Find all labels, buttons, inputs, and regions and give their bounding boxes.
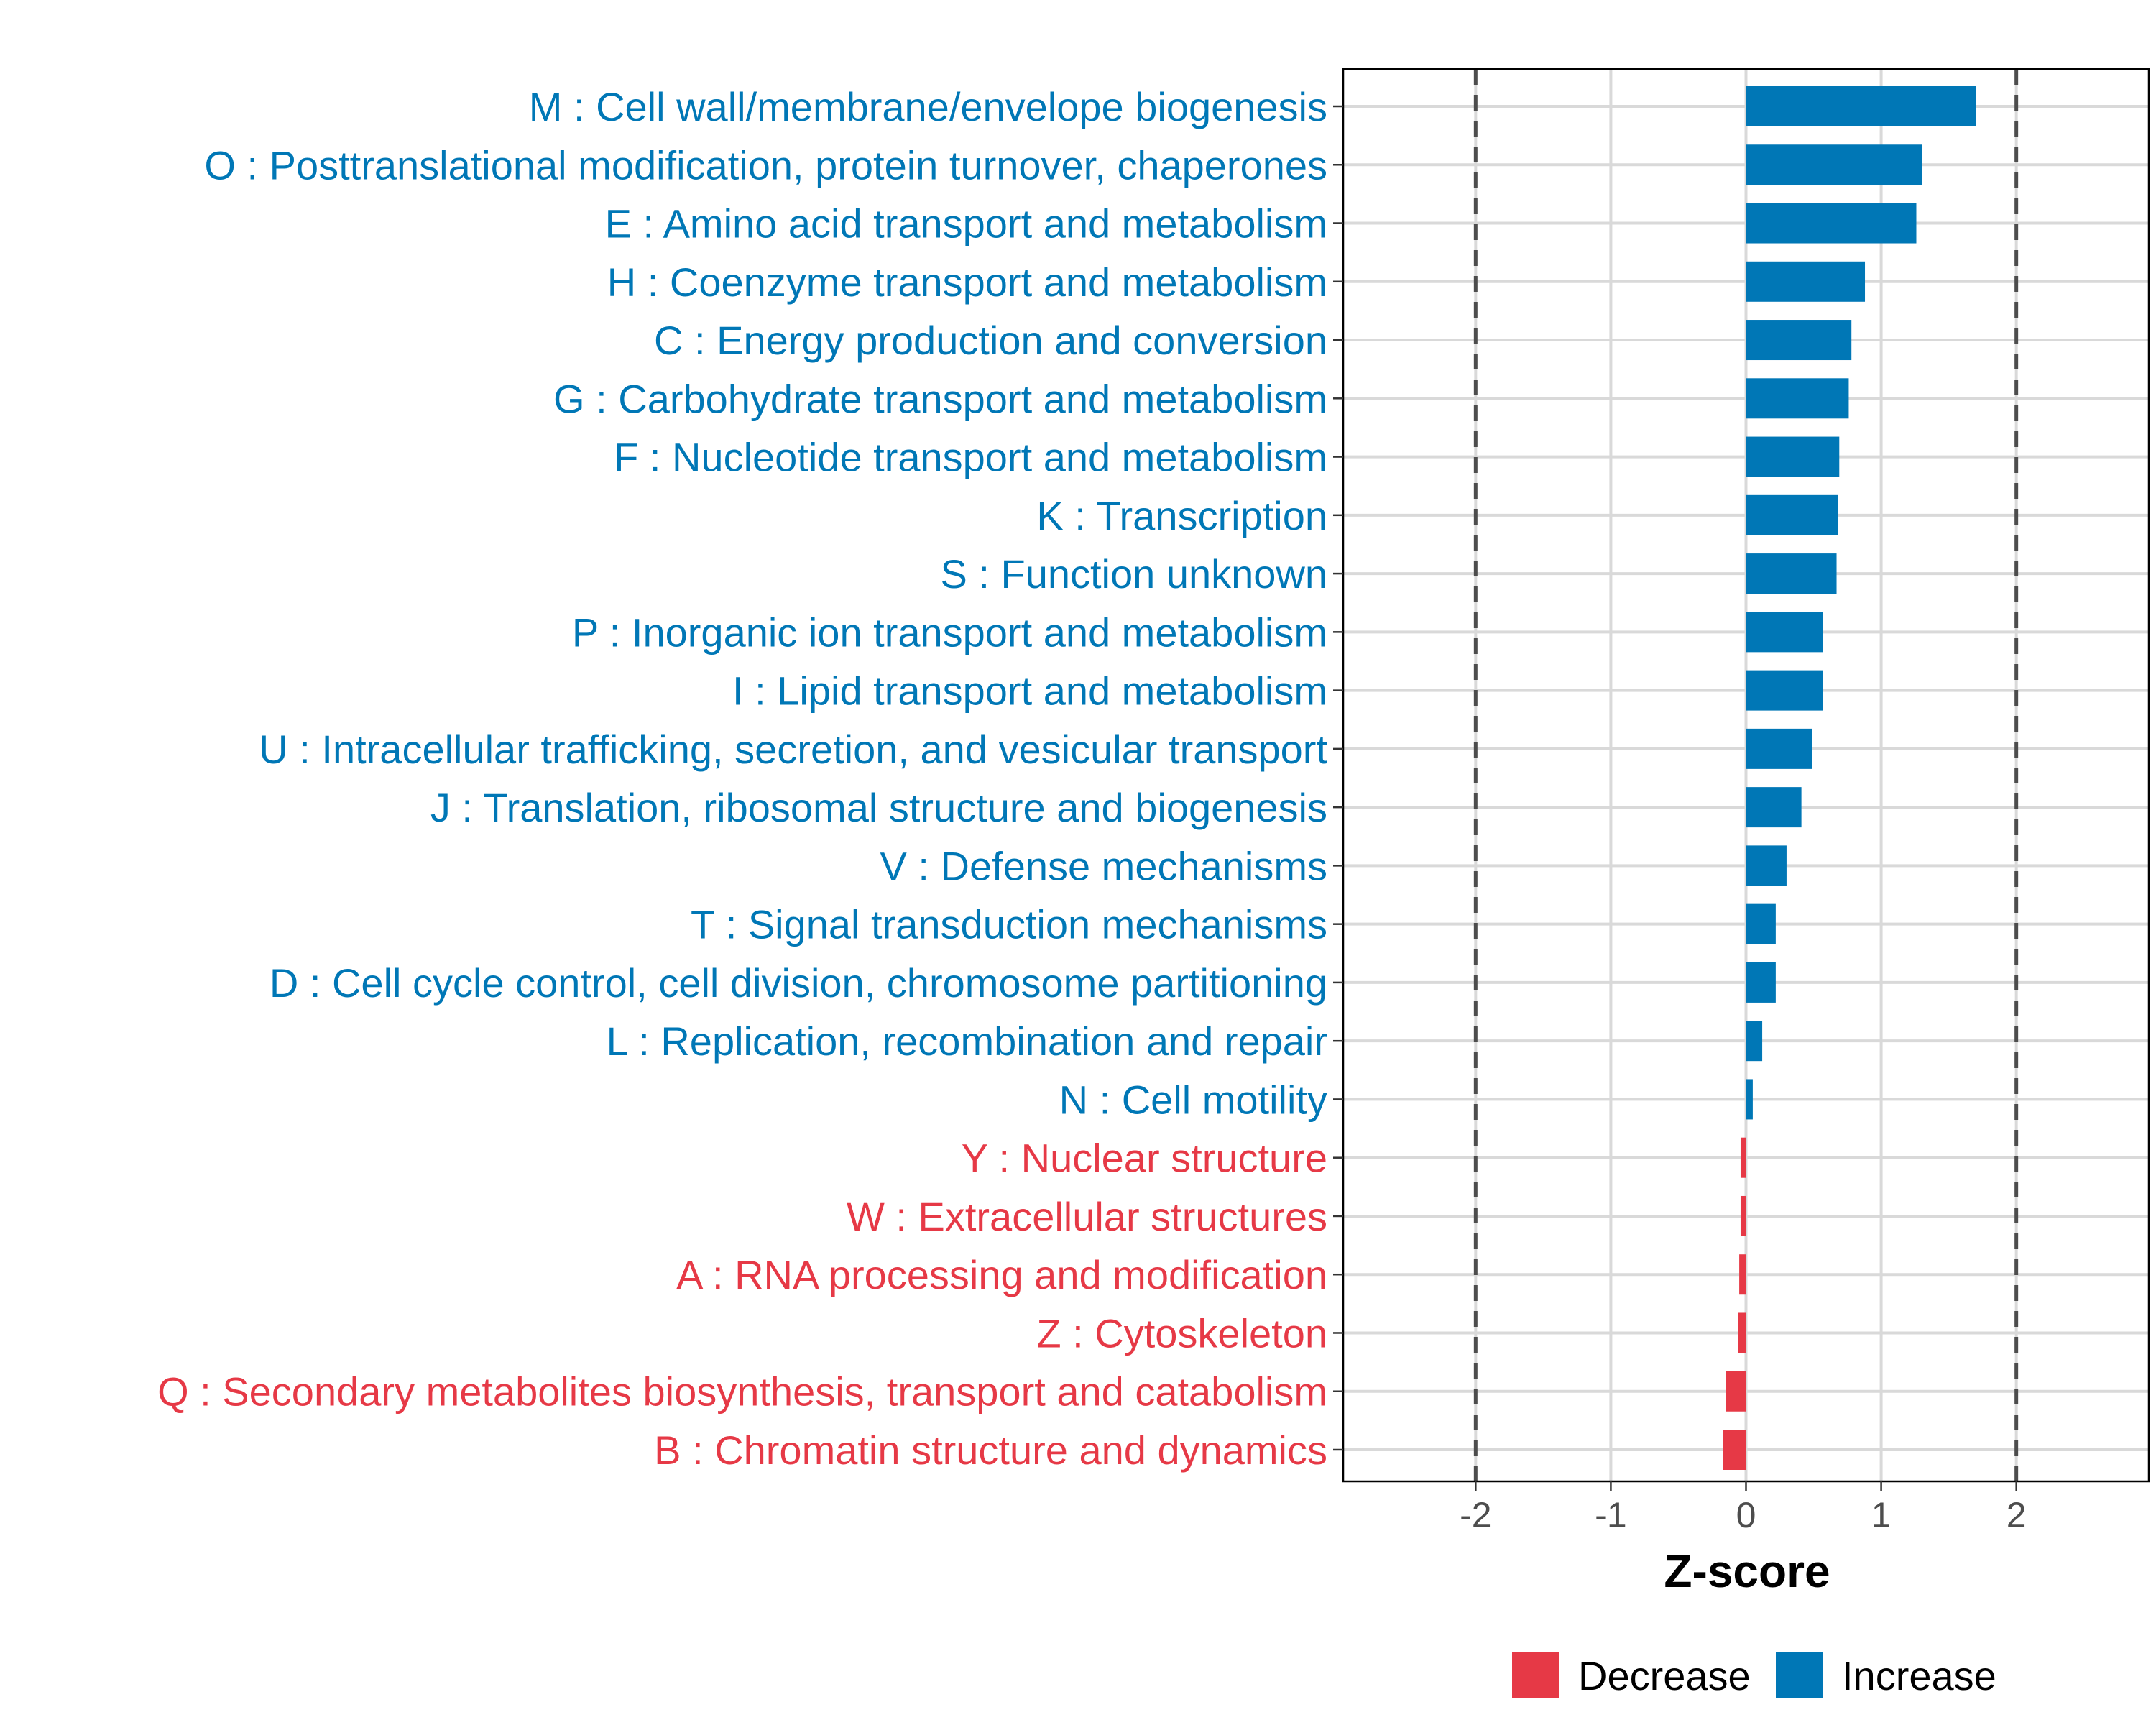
bar — [1746, 203, 1917, 244]
reference-lines — [1473, 69, 2019, 1481]
category-label: V : Defense mechanisms — [880, 843, 1327, 888]
bar — [1746, 144, 1922, 185]
category-label: H : Coenzyme transport and metabolism — [607, 259, 1327, 305]
category-label: W : Extracellular structures — [847, 1194, 1327, 1239]
category-label: T : Signal transduction mechanisms — [691, 902, 1327, 947]
bar — [1746, 845, 1787, 886]
category-label: K : Transcription — [1036, 493, 1327, 538]
category-label: D : Cell cycle control, cell division, c… — [270, 960, 1327, 1006]
bar — [1746, 962, 1776, 1003]
category-label: M : Cell wall/membrane/envelope biogenes… — [529, 84, 1327, 129]
bar — [1726, 1371, 1746, 1412]
x-axis-ticks: -2 -1 0 1 2 — [1333, 105, 2027, 1535]
category-label: E : Amino acid transport and metabolism — [605, 201, 1327, 247]
legend-swatch-decrease — [1512, 1652, 1559, 1698]
bar — [1738, 1312, 1746, 1353]
x-tick-label: -2 — [1460, 1495, 1491, 1535]
category-label: Q : Secondary metabolites biosynthesis, … — [157, 1369, 1327, 1414]
category-label: O : Posttranslational modification, prot… — [204, 142, 1327, 188]
bar — [1746, 436, 1840, 477]
category-labels: M : Cell wall/membrane/envelope biogenes… — [157, 84, 1327, 1473]
category-label: I : Lipid transport and metabolism — [732, 668, 1327, 714]
bar — [1746, 612, 1823, 653]
category-label: Z : Cytoskeleton — [1036, 1310, 1327, 1356]
category-label: G : Carbohydrate transport and metabolis… — [553, 376, 1327, 421]
bar — [1746, 261, 1866, 302]
category-label: P : Inorganic ion transport and metaboli… — [572, 610, 1327, 655]
category-label: F : Nucleotide transport and metabolism — [614, 435, 1327, 480]
bar — [1746, 670, 1823, 711]
legend: Decrease Increase — [1512, 1652, 1996, 1698]
bar — [1746, 378, 1849, 419]
category-label: J : Translation, ribosomal structure and… — [430, 785, 1327, 830]
bar — [1746, 1021, 1763, 1062]
bar — [1746, 86, 1976, 126]
bar — [1746, 787, 1802, 828]
category-label: S : Function unknown — [940, 551, 1327, 597]
bar — [1746, 494, 1838, 535]
legend-label-decrease: Decrease — [1578, 1653, 1751, 1698]
bar — [1723, 1430, 1746, 1470]
bar — [1746, 320, 1852, 361]
category-label: U : Intracellular trafficking, secretion… — [259, 727, 1327, 772]
bar — [1740, 1137, 1746, 1178]
legend-swatch-increase — [1776, 1652, 1823, 1698]
category-label: N : Cell motility — [1059, 1077, 1327, 1122]
bar — [1746, 728, 1812, 769]
category-label: L : Replication, recombination and repai… — [607, 1018, 1327, 1064]
x-tick-label: 0 — [1736, 1495, 1756, 1535]
category-label: B : Chromatin structure and dynamics — [654, 1427, 1327, 1473]
bar — [1739, 1254, 1746, 1295]
bars — [1723, 86, 1976, 1470]
bar — [1740, 1195, 1746, 1236]
category-label: Y : Nuclear structure — [962, 1136, 1327, 1181]
category-label: A : RNA processing and modification — [676, 1252, 1327, 1297]
bar — [1746, 1079, 1753, 1120]
x-tick-label: 1 — [1871, 1495, 1892, 1535]
x-tick-label: 2 — [2007, 1495, 2027, 1535]
bar — [1746, 903, 1776, 944]
legend-label-increase: Increase — [1842, 1653, 1996, 1698]
category-label: C : Energy production and conversion — [654, 318, 1327, 363]
x-tick-label: -1 — [1595, 1495, 1626, 1535]
bar — [1746, 553, 1837, 594]
x-axis-label: Z-score — [1664, 1545, 1830, 1597]
